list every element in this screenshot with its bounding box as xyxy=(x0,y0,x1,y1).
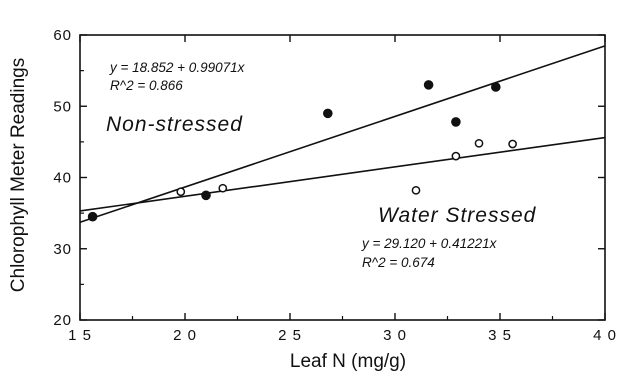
non-stressed-r2: R^2 = 0.866 xyxy=(110,78,183,93)
y-tick-label: 60 xyxy=(53,27,72,44)
non-stressed-point xyxy=(423,80,434,90)
x-tick-label: 3 5 xyxy=(488,327,512,344)
x-tick-label: 2 0 xyxy=(173,327,197,344)
non-stressed-point xyxy=(451,117,461,127)
y-tick-label: 50 xyxy=(53,98,72,115)
water-stressed-label: Water Stressed xyxy=(378,204,537,227)
non-stressed-point xyxy=(323,108,333,119)
water-stressed-point xyxy=(411,185,421,195)
water-stressed-fit-line xyxy=(79,136,606,212)
x-tick-label: 4 0 xyxy=(593,327,617,344)
water-stressed-equation: y = 29.120 + 0.41221x xyxy=(361,236,498,251)
y-tick-label: 40 xyxy=(53,170,72,187)
y-tick-label: 20 xyxy=(53,312,72,329)
non-stressed-point xyxy=(491,82,501,92)
water-stressed-point xyxy=(474,138,484,148)
water-stressed-r2: R^2 = 0.674 xyxy=(362,255,435,270)
data-points xyxy=(87,80,517,222)
non-stressed-point xyxy=(87,211,98,222)
y-tick-label: 30 xyxy=(53,241,72,258)
x-tick-label: 1 5 xyxy=(68,327,92,344)
water-stressed-point xyxy=(218,183,228,193)
x-tick-label: 2 5 xyxy=(278,327,302,344)
y-axis-title: Chlorophyll Meter Readings xyxy=(8,58,29,292)
regression-lines xyxy=(79,45,606,224)
x-axis-title: Leaf N (mg/g) xyxy=(290,351,406,372)
x-axis-ticks: 1 5 2 0 2 5 3 0 3 5 4 0 xyxy=(68,35,617,344)
x-tick-label: 3 0 xyxy=(383,327,407,344)
water-stressed-point xyxy=(451,151,461,161)
water-stressed-point xyxy=(508,139,517,149)
non-stressed-label: Non-stressed xyxy=(106,113,243,136)
non-stressed-fit-line xyxy=(79,45,606,224)
y-axis-ticks: 20 30 40 50 60 xyxy=(53,27,605,329)
non-stressed-point xyxy=(201,190,211,201)
water-stressed-point xyxy=(176,187,186,197)
non-stressed-equation: y = 18.852 + 0.99071x xyxy=(109,60,246,75)
